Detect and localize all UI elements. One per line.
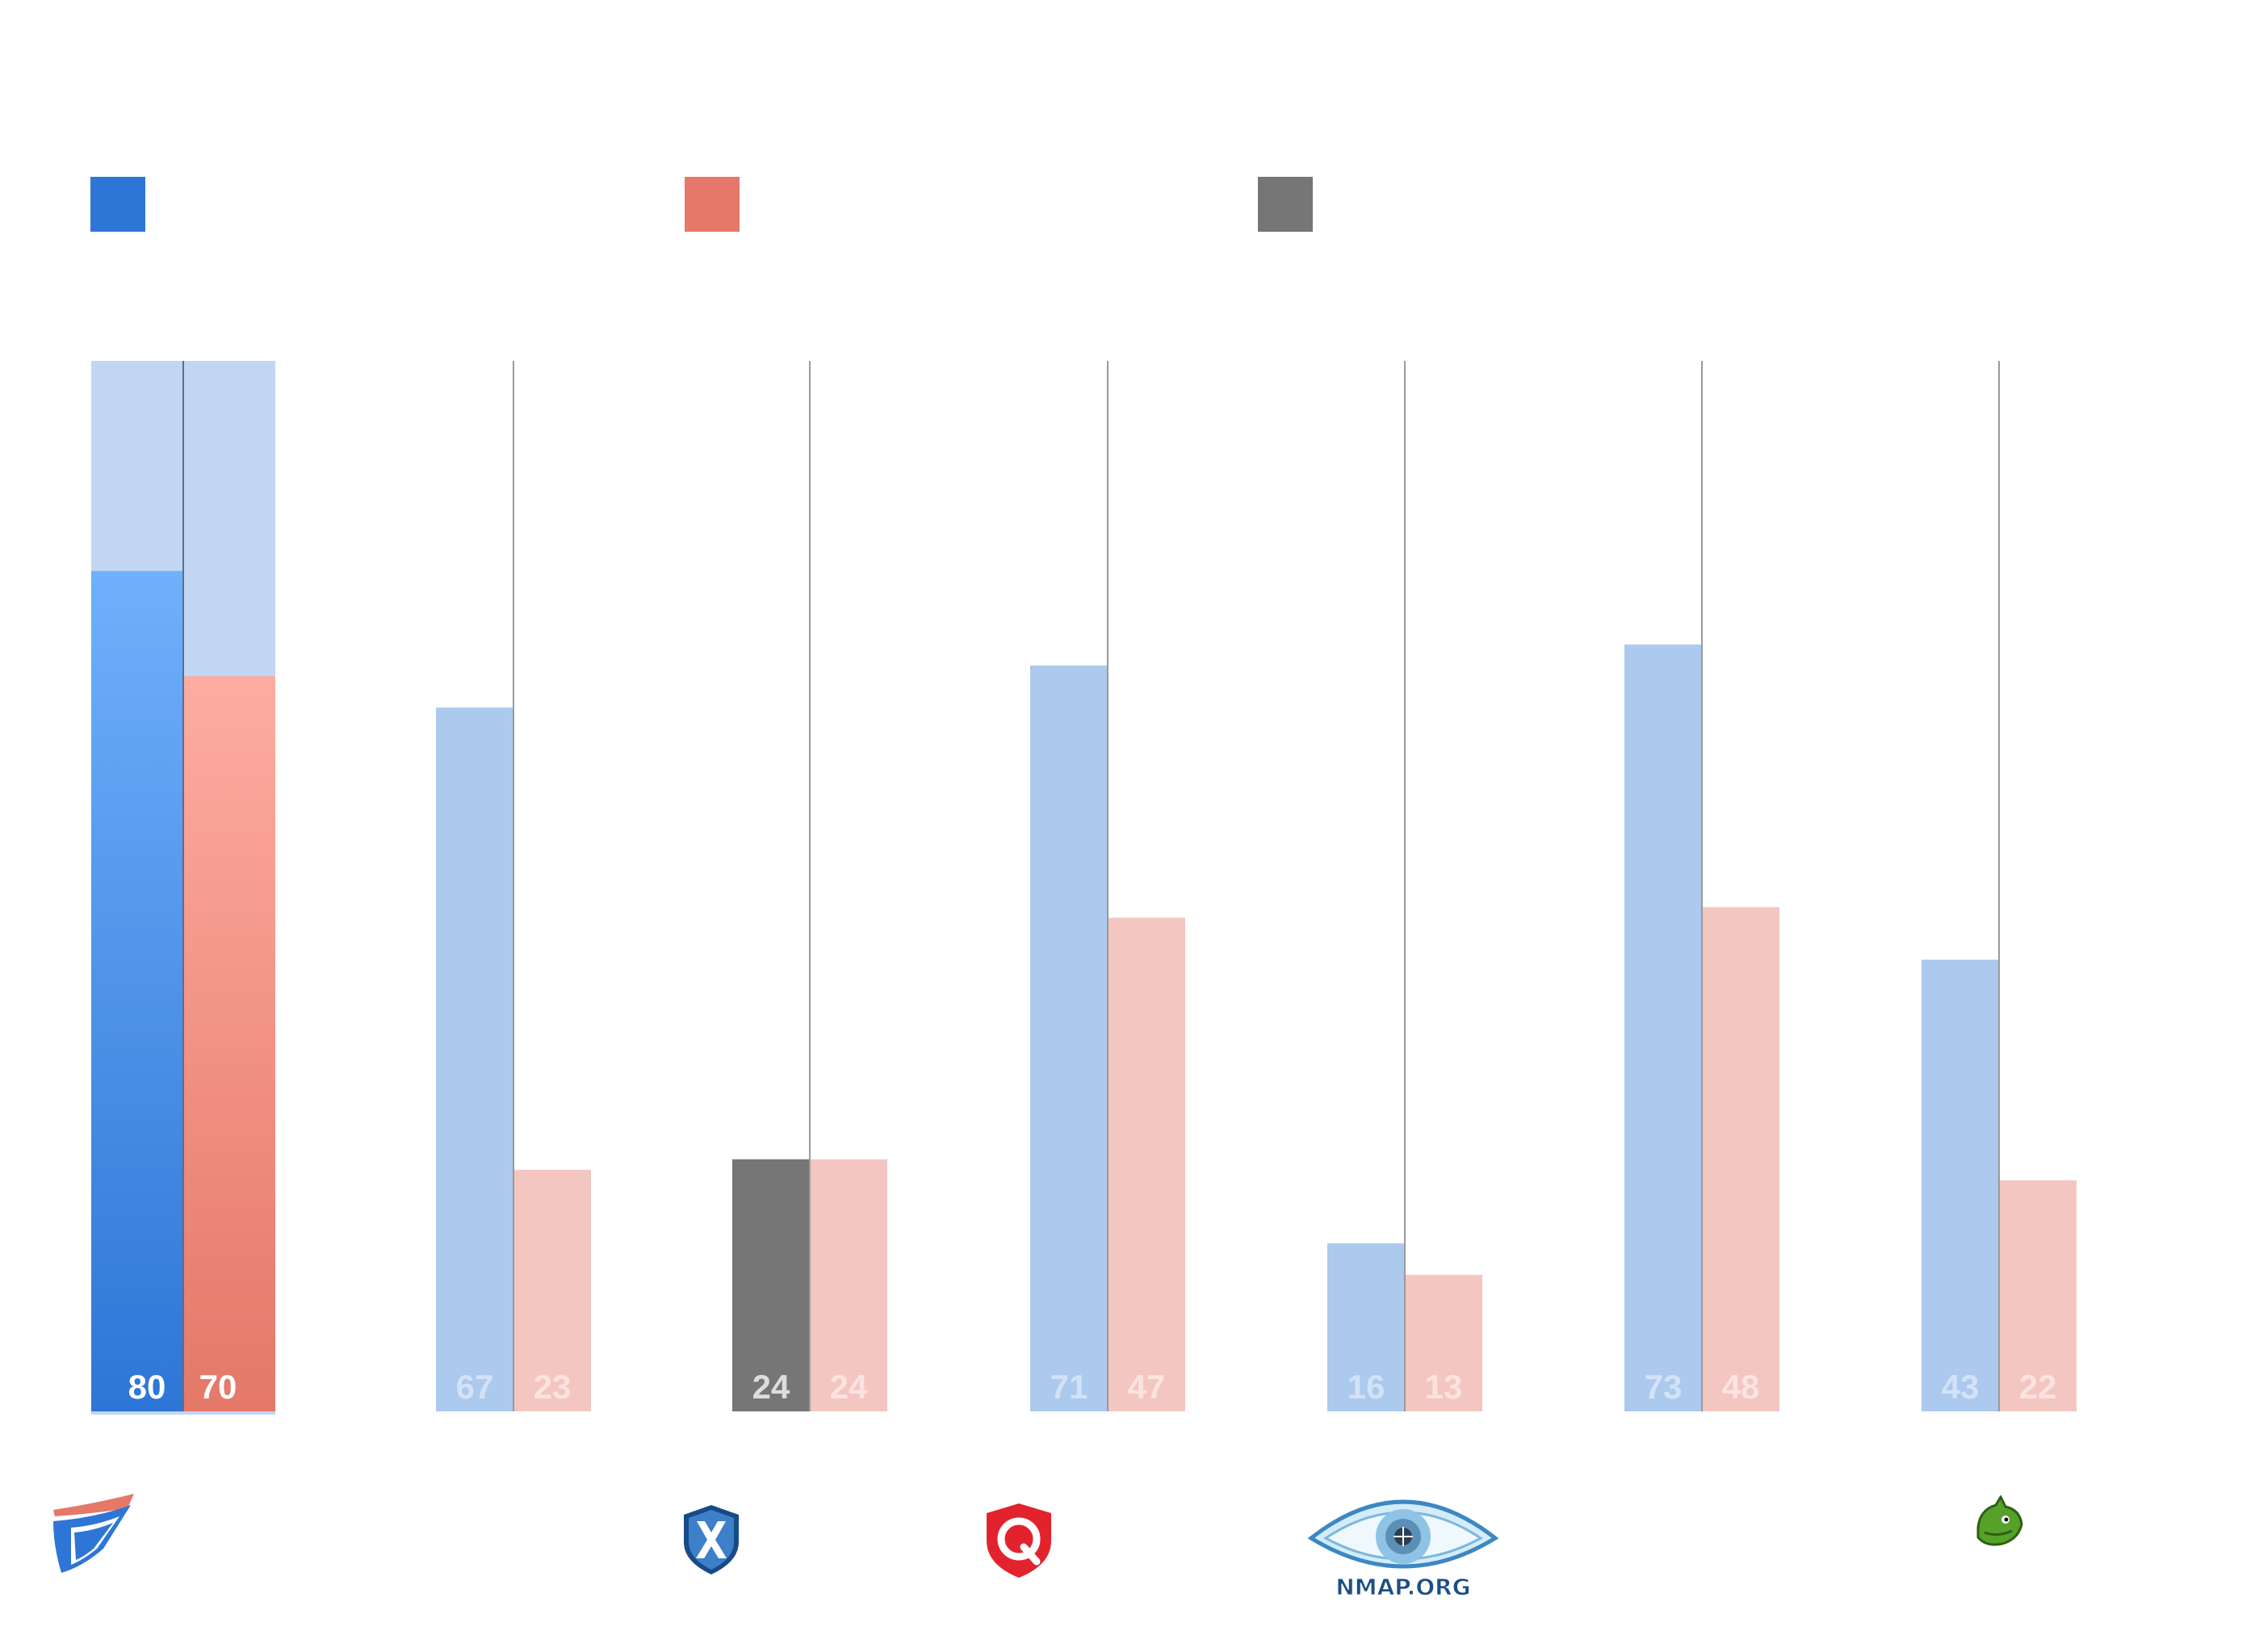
bar-a-2 <box>732 1159 810 1411</box>
bar-a-3 <box>1030 665 1108 1411</box>
shield-checkmark-logo-icon <box>53 1494 134 1573</box>
bar-a-label-0: 80 <box>128 1368 166 1406</box>
bar-b-label-1: 23 <box>534 1368 572 1406</box>
bar-b-label-5: 48 <box>1722 1368 1760 1406</box>
legend-swatch-3[interactable] <box>1258 177 1313 232</box>
bar-b-label-4: 13 <box>1425 1368 1463 1406</box>
bar-a-label-2: 24 <box>752 1368 790 1406</box>
bar-b-1 <box>513 1169 591 1411</box>
bar-a-label-3: 71 <box>1050 1368 1088 1406</box>
bar-b-3 <box>1108 917 1185 1411</box>
bar-a-4 <box>1327 1243 1405 1411</box>
bar-b-5 <box>1702 907 1779 1411</box>
legend-swatch-1[interactable] <box>90 177 145 232</box>
bar-b-0 <box>183 676 275 1411</box>
bar-b-label-0: 70 <box>199 1368 237 1406</box>
bar-a-label-5: 73 <box>1645 1368 1683 1406</box>
bar-b-label-3: 47 <box>1128 1368 1166 1406</box>
q-shield-logo-icon <box>987 1503 1051 1578</box>
bar-b-2 <box>810 1159 887 1411</box>
bar-a-1 <box>436 707 513 1411</box>
bar-b-label-2: 24 <box>830 1368 868 1406</box>
legend-swatch-2[interactable] <box>685 177 740 232</box>
nmap-eye-logo-icon: NMAP.ORG <box>1307 1499 1499 1601</box>
bar-a-6 <box>1922 959 1999 1411</box>
bar-a-label-4: 16 <box>1347 1368 1385 1406</box>
bar-b-6 <box>1999 1180 2077 1411</box>
bar-b-4 <box>1405 1274 1482 1411</box>
green-dragon-logo-icon <box>1976 1495 2023 1546</box>
bar-a-label-1: 67 <box>456 1368 494 1406</box>
bar-a-5 <box>1624 644 1702 1411</box>
bar-a-label-6: 43 <box>1942 1368 1980 1406</box>
x-shield-logo-icon <box>684 1505 739 1574</box>
nmap-logo-text: NMAP.ORG <box>1335 1574 1470 1600</box>
bar-b-label-6: 22 <box>2019 1368 2057 1406</box>
bar-a-0 <box>91 571 183 1412</box>
